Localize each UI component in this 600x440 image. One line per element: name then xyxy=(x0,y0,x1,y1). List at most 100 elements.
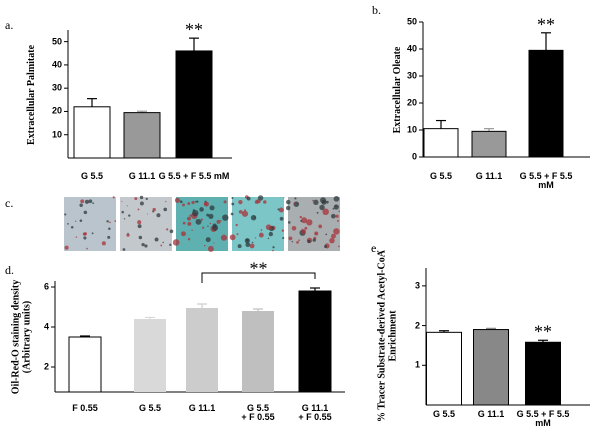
micrograph-speck xyxy=(137,208,140,211)
x-tick-label: G 11.1 xyxy=(475,171,503,181)
micrograph-speck xyxy=(299,215,303,219)
bar xyxy=(528,49,564,158)
micrograph-speck xyxy=(200,218,203,221)
micrograph-speck xyxy=(300,220,303,223)
micrograph-speck xyxy=(296,241,299,244)
micrograph-speck xyxy=(296,203,298,205)
micrograph-speck xyxy=(145,197,148,201)
micrograph-speck xyxy=(126,205,128,207)
micrograph-speck xyxy=(237,244,242,249)
x-tick-label: G 5.5 xyxy=(432,409,456,419)
micrograph-speck xyxy=(246,196,251,201)
x-tick-label: G 5.5 + F 0.55 xyxy=(241,403,275,423)
bar xyxy=(525,341,561,406)
micrograph-speck xyxy=(86,247,88,250)
x-tick-label: G 5.5 + F 5.5 mM xyxy=(516,409,570,429)
micrograph-speck xyxy=(109,221,111,224)
micrograph-speck xyxy=(332,207,335,210)
micrograph-speck xyxy=(128,214,131,217)
micrograph-speck xyxy=(293,202,296,205)
x-tick-label: G 11.1 xyxy=(477,409,505,419)
bar xyxy=(242,311,274,392)
x-tick-label: G 5.5 xyxy=(138,403,162,413)
micrograph-speck xyxy=(80,199,85,204)
micrograph-speck xyxy=(83,210,88,215)
micrograph-speck xyxy=(121,200,123,202)
micrograph-speck xyxy=(294,197,297,200)
micrograph-speck xyxy=(208,213,214,219)
micrograph-speck xyxy=(312,199,314,202)
x-tick-label: G 5.5 xyxy=(429,171,453,181)
micrograph-speck xyxy=(207,245,214,252)
bar xyxy=(426,331,462,406)
micrograph-speck xyxy=(319,204,325,211)
y-axis-label: % Tracer Substrate-derived Acetyl-CoA En… xyxy=(376,250,399,422)
micrograph-speck xyxy=(123,218,126,220)
micrograph-speck xyxy=(79,219,83,222)
micrograph-speck xyxy=(165,200,167,203)
micrograph-speck xyxy=(187,216,191,221)
micrograph-speck xyxy=(139,201,144,206)
micrograph-speck xyxy=(195,218,202,225)
micrograph-speck xyxy=(223,200,227,204)
micrograph-speck xyxy=(254,237,257,239)
micrograph-speck xyxy=(283,197,285,199)
micrograph-speck xyxy=(236,233,239,236)
micrograph-speck xyxy=(138,235,143,240)
micrograph-speck xyxy=(324,244,328,248)
micrograph-speck xyxy=(316,211,319,214)
micrograph-speck xyxy=(160,244,163,247)
bar xyxy=(186,308,218,392)
micrograph-speck xyxy=(70,225,74,229)
micrograph-speck xyxy=(83,236,87,240)
bar xyxy=(473,329,509,406)
micrograph-speck xyxy=(301,217,308,224)
y-tick-label: 0 xyxy=(411,151,417,162)
micrograph-speck xyxy=(220,234,228,241)
bar xyxy=(298,290,332,393)
y-tick-label: 3 xyxy=(414,280,420,291)
micrograph-speck xyxy=(192,209,199,217)
y-tick-label: 30 xyxy=(51,82,62,93)
y-tick-label: 40 xyxy=(51,59,62,70)
micrograph-speck xyxy=(333,195,340,202)
y-tick-label: 30 xyxy=(406,70,417,81)
panel-label: b. xyxy=(372,3,381,17)
micrograph-speck xyxy=(112,196,115,199)
micrograph-speck xyxy=(336,219,339,222)
micrograph-speck xyxy=(172,239,180,246)
micrograph-speck xyxy=(230,212,234,216)
x-tick-label: F 0.55 xyxy=(72,403,98,413)
micrograph-speck xyxy=(318,224,323,229)
y-tick-label: 40 xyxy=(406,43,417,54)
micrograph-speck xyxy=(291,225,297,231)
micrograph-speck xyxy=(92,202,95,205)
panel-label: e. xyxy=(371,241,380,255)
y-tick-label: 1 xyxy=(414,359,420,370)
y-tick-label: 2 xyxy=(43,361,49,372)
micrograph-speck xyxy=(179,200,183,204)
micrograph-speck xyxy=(122,248,126,251)
micrograph xyxy=(64,197,116,251)
micrograph-speck xyxy=(272,246,275,249)
micrograph-speck xyxy=(291,240,294,243)
micrograph-speck xyxy=(121,210,124,214)
micrograph-speck xyxy=(84,199,90,204)
micrograph-speck xyxy=(307,239,311,244)
micrograph-speck xyxy=(333,204,339,210)
micrograph-speck xyxy=(285,205,291,211)
micrograph-speck xyxy=(335,214,339,218)
micrograph-speck xyxy=(277,208,280,211)
micrograph-speck xyxy=(235,223,238,227)
micrograph-speck xyxy=(137,224,142,229)
micrograph-speck xyxy=(169,243,172,247)
panel-label: d. xyxy=(5,263,14,277)
micrograph-speck xyxy=(331,213,336,219)
x-tick-label: G 11.1 + F 0.55 xyxy=(298,403,332,423)
y-axis-label: Extracellular Oleate xyxy=(391,46,403,134)
y-tick-label: 50 xyxy=(51,35,62,46)
micrograph-speck xyxy=(278,207,284,213)
micrograph-speck xyxy=(107,235,111,239)
